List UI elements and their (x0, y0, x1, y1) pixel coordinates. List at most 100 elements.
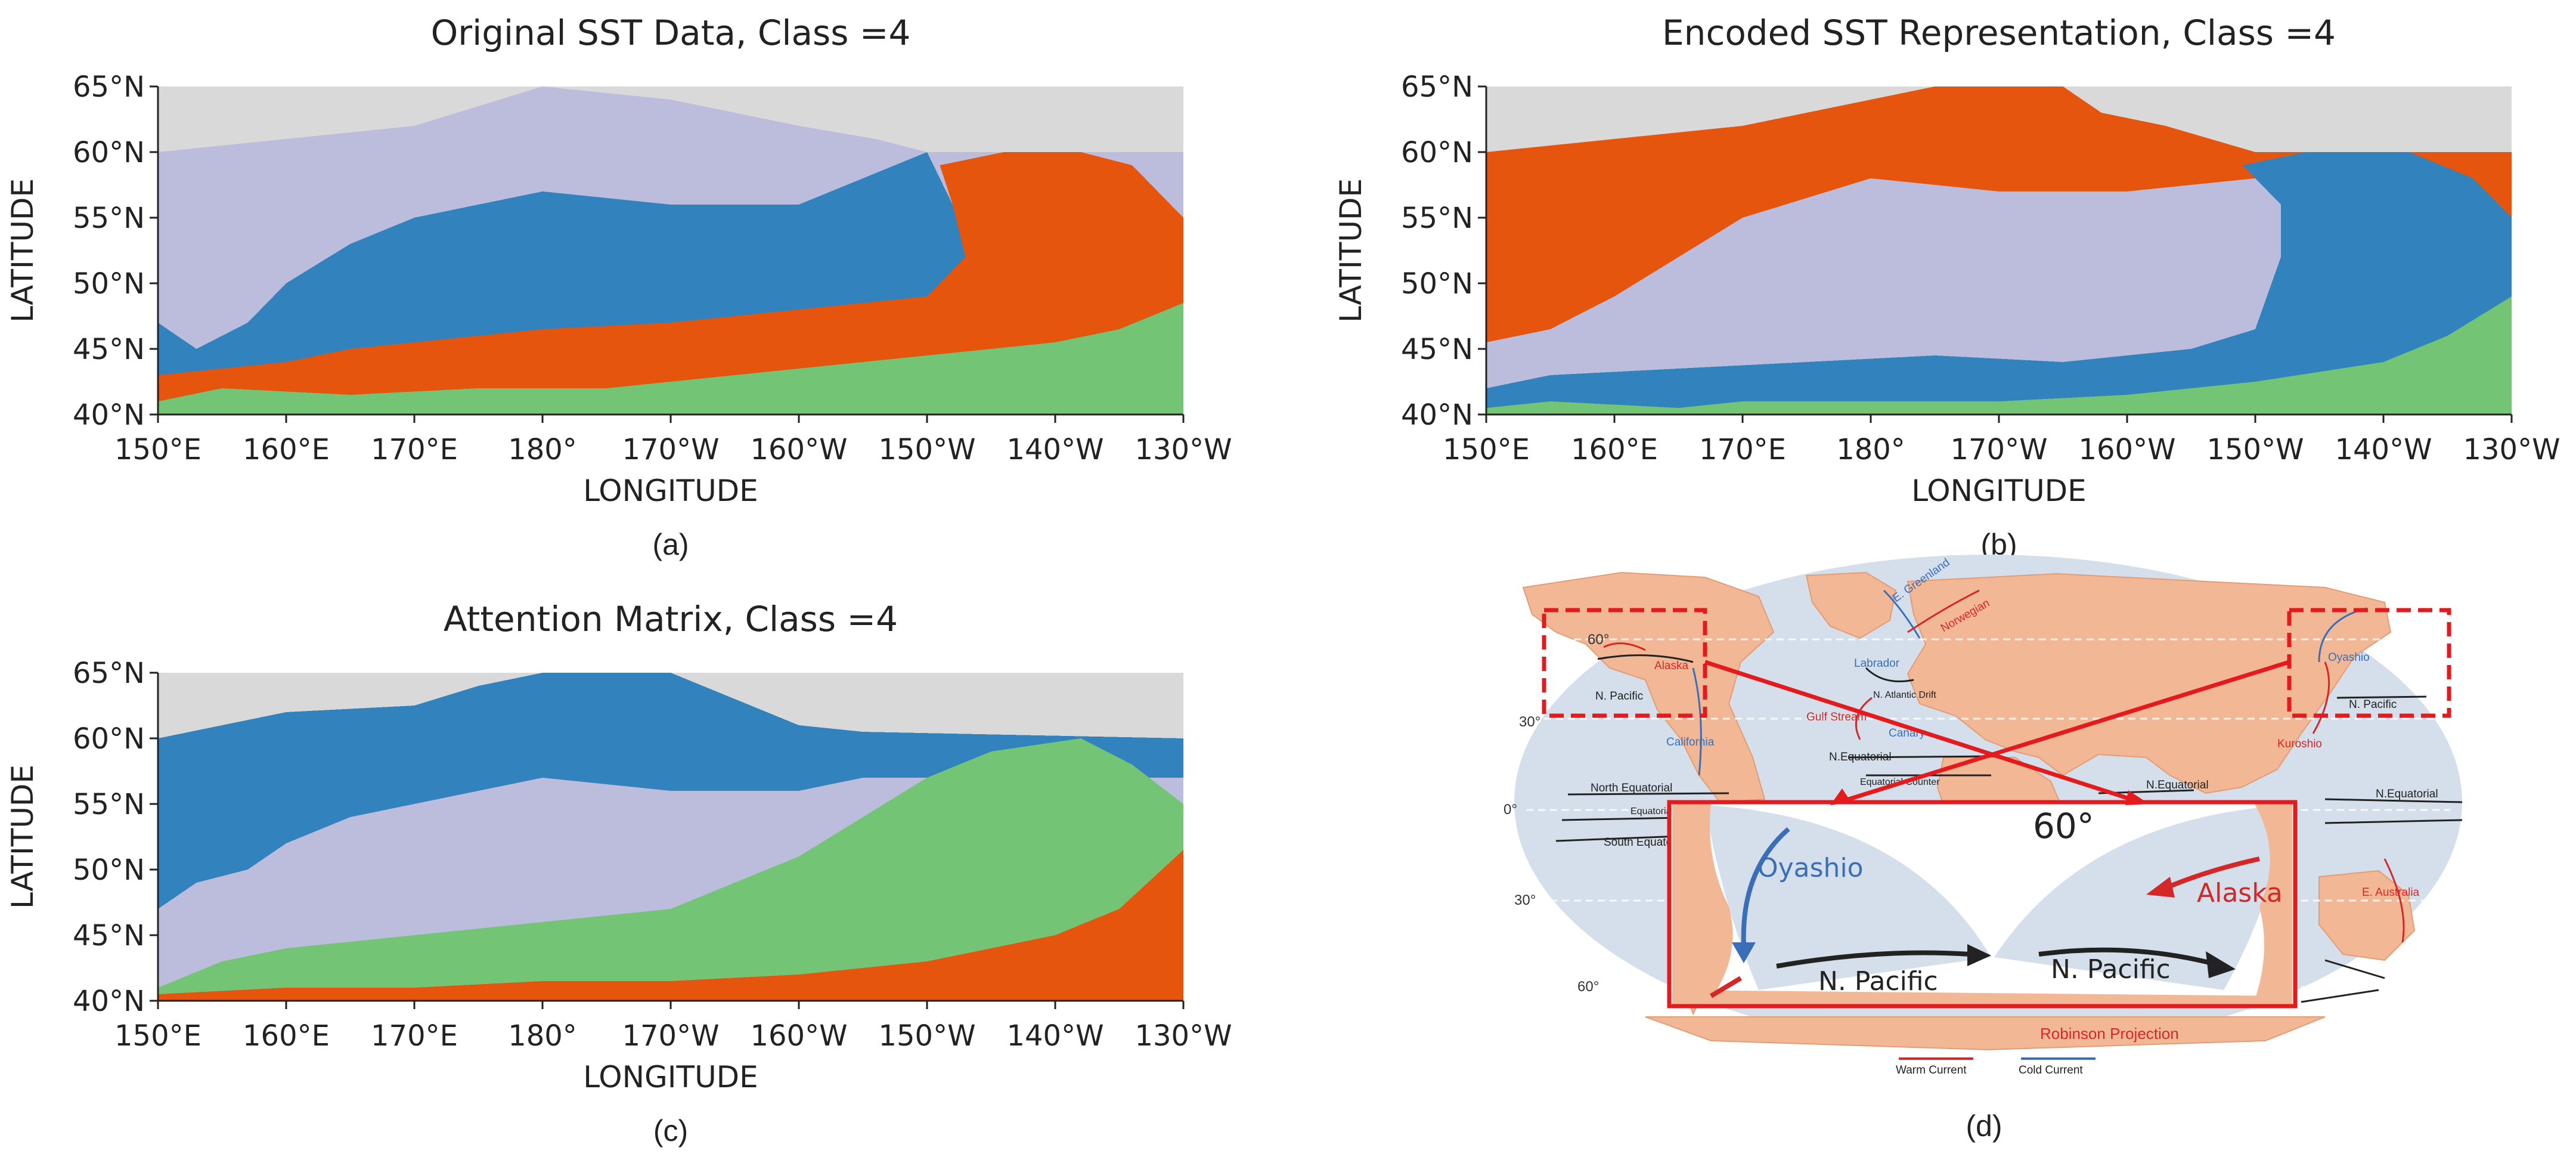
x-tick-label: 160°W (750, 1019, 847, 1053)
label-north-equatorial: North Equatorial (1591, 782, 1672, 794)
zoom-land-right (2253, 802, 2292, 1003)
lat-label-0: 0° (1504, 802, 1517, 818)
label-npacific-small-left: N. Pacific (1595, 690, 1643, 703)
current-arrows (1555, 589, 2463, 1003)
x-axis-label: LONGITUDE (583, 474, 758, 508)
x-tick-label: 170°E (371, 1019, 458, 1053)
y-tick-label: 65°N (1401, 70, 1473, 104)
x-axis-label: LONGITUDE (583, 1060, 758, 1094)
zoom-label-60: 60° (2033, 806, 2094, 846)
label-oyashio-small: Oyashio (2328, 651, 2370, 664)
panel-d-ocean-currents-map: 60° 30° 0° 30° 60° (1504, 555, 2463, 1143)
zoom-land-bottom (1672, 990, 2292, 1006)
antarctica-land (1645, 1016, 2326, 1051)
label-kuroshio: Kuroshio (2277, 738, 2322, 750)
label-california: California (1666, 736, 1715, 748)
y-tick-label: 40°N (73, 985, 145, 1018)
source-box-left-dashed (1542, 608, 1707, 718)
x-tick-label: 150°E (114, 1019, 202, 1053)
zoom-ocean-right (1994, 805, 2289, 990)
lat-label-60s: 60° (1577, 979, 1599, 995)
label-south-equatorial: South Equatorial (1604, 836, 1688, 849)
zoom-label-npacific-right: N. Pacific (2051, 954, 2171, 985)
eurasia-land (1907, 573, 2392, 794)
legend-warm-label: Warm Current (1896, 1064, 1967, 1077)
greenland-land (1805, 571, 1897, 639)
x-tick-label: 140°W (1006, 433, 1103, 466)
x-tick-label: 170°E (1699, 433, 1786, 466)
label-gulf-stream: Gulf Stream (1806, 711, 1867, 723)
y-tick-label: 55°N (1401, 202, 1473, 235)
x-tick-label: 170°W (622, 433, 719, 466)
zoom-inset-frame (1667, 800, 2298, 1009)
zoom-land-left (1672, 802, 1733, 1003)
x-tick-label: 140°W (2335, 433, 2432, 466)
label-n-equatorial-mid: N.Equatorial (1829, 751, 1892, 763)
australia-land (2318, 870, 2416, 961)
chart-title: Original SST Data, Class =4 (431, 13, 911, 53)
x-tick-label: 130°W (2463, 433, 2560, 466)
land-masses (1522, 571, 2416, 1051)
zoom-npacific-arrow-right (2038, 947, 2212, 966)
zoom-alaska-arrow (2163, 856, 2260, 891)
panel-b-encoded-sst: 150°E 160°E 170°E 180° 170°W 160°W 150°W 140°W 1… (1334, 13, 2560, 561)
label-npacific-small-right: N. Pacific (2349, 698, 2397, 711)
heatmap-region-green (158, 738, 1183, 1001)
y-tick-label: 60°N (73, 722, 145, 756)
y-axis-label: LATITUDE (5, 765, 40, 909)
label-robinson: Robinson Projection (2040, 1025, 2179, 1043)
heatmap-region-blue (1486, 152, 2512, 415)
zoom-label-oyashio: Oyashio (1757, 853, 1864, 883)
x-tick-label: 180° (508, 433, 577, 466)
connector-right-to-inset (1838, 660, 2290, 805)
zoom-label-npacific-left: N. Pacific (1818, 966, 1938, 997)
x-tick-label: 150°W (878, 1019, 975, 1053)
chart-title: Encoded SST Representation, Class =4 (1662, 13, 2336, 53)
x-tick-label: 130°W (1134, 433, 1232, 466)
x-tick-label: 160°W (750, 433, 847, 466)
x-tick-label: 160°E (243, 1019, 330, 1053)
panel-caption: (c) (653, 1114, 688, 1147)
y-tick-label: 55°N (73, 788, 145, 821)
panel-a-original-sst: 150°E 160°E 170°E 180° 170°W 160°W 150°W 140°W 1… (5, 13, 1232, 561)
x-tick-label: 140°W (1006, 1019, 1103, 1053)
y-tick-label: 45°N (73, 333, 145, 366)
y-tick-label: 45°N (1401, 333, 1473, 366)
y-tick-label: 50°N (1401, 267, 1473, 301)
x-tick-label: 160°E (1571, 433, 1658, 466)
x-tick-label: 130°W (1134, 1019, 1232, 1053)
label-alaska-small: Alaska (1654, 660, 1688, 672)
x-tick-label: 150°E (1443, 433, 1530, 466)
caption-d: (d) (1966, 1109, 2002, 1143)
y-tick-label: 40°N (1401, 398, 1473, 432)
panel-c-attention-matrix: 150°E 160°E 170°E 180° 170°W 160°W 150°W 140°W 1… (5, 599, 1232, 1147)
heatmap-region-green (158, 303, 1183, 415)
x-axis-label: LONGITUDE (1911, 474, 2087, 508)
heatmap-region-orange (158, 152, 1183, 415)
y-tick-label: 65°N (73, 70, 145, 104)
x-tick-label: 160°E (243, 433, 330, 466)
y-tick-label: 60°N (73, 136, 145, 169)
x-tick-label: 160°W (2078, 433, 2175, 466)
zoom-label-alaska: Alaska (2197, 878, 2283, 908)
y-tick-label: 50°N (73, 267, 145, 301)
x-tick-label: 150°E (114, 433, 202, 466)
x-tick-label: 180° (508, 1019, 577, 1053)
zoom-npacific-arrow-left (1776, 950, 1971, 969)
y-tick-label: 65°N (73, 657, 145, 690)
y-tick-label: 45°N (73, 919, 145, 952)
zoom-ocean-left (1705, 805, 1991, 990)
label-n-equatorial-right: N.Equatorial (2376, 788, 2438, 800)
label-n-equatorial-indian: N.Equatorial (2146, 779, 2209, 791)
y-tick-label: 55°N (73, 202, 145, 235)
label-labrador: Labrador (1854, 657, 1900, 670)
zoom-oyashio-arrow (1741, 827, 1790, 946)
heatmap-region-green (1486, 296, 2512, 415)
panel-caption: (a) (652, 528, 689, 561)
x-tick-label: 170°W (622, 1019, 719, 1053)
y-tick-label: 60°N (1401, 136, 1473, 169)
x-tick-label: 180° (1836, 433, 1905, 466)
zoom-small-red-arrow (1709, 976, 1743, 998)
x-tick-label: 150°W (878, 433, 975, 466)
